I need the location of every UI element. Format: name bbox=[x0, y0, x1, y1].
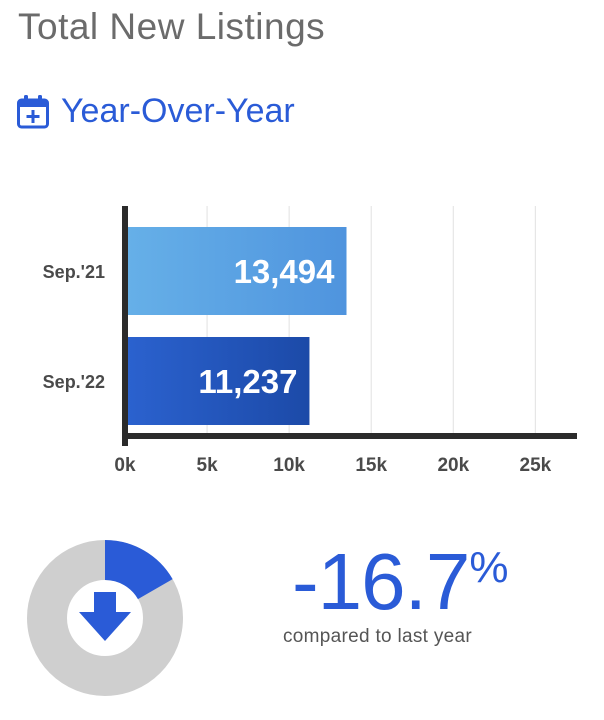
bar-value-label: 13,494 bbox=[234, 253, 336, 290]
change-percent: -16.7% bbox=[292, 542, 508, 622]
change-summary: -16.7% compared to last year bbox=[0, 520, 604, 720]
bar bbox=[125, 337, 310, 425]
section-title: Year-Over-Year bbox=[61, 92, 295, 130]
bar-value-label: 11,237 bbox=[198, 363, 297, 400]
calendar-plus-icon bbox=[16, 94, 50, 130]
category-label: Sep.'22 bbox=[43, 372, 105, 392]
compare-label: compared to last year bbox=[283, 626, 472, 647]
x-tick-label: 20k bbox=[437, 455, 469, 476]
x-tick-label: 25k bbox=[520, 455, 552, 476]
x-tick-label: 5k bbox=[197, 455, 219, 476]
down-arrow-icon bbox=[79, 592, 131, 641]
x-tick-label: 0k bbox=[114, 455, 136, 476]
page-title: Total New Listings bbox=[18, 6, 326, 47]
change-value: -16.7 bbox=[292, 537, 470, 626]
bar-chart: 13,494 Sep.'21 11,237 Sep.'22 0k 5k 10k 15k 20k 2… bbox=[43, 206, 577, 476]
x-tick-label: 15k bbox=[355, 455, 387, 476]
percent-sign: % bbox=[469, 543, 508, 592]
section-header: Year-Over-Year bbox=[16, 92, 295, 131]
change-donut bbox=[27, 540, 183, 696]
bar bbox=[125, 227, 347, 315]
donut-change-arc bbox=[104, 540, 173, 600]
x-tick-label: 10k bbox=[273, 455, 305, 476]
category-label: Sep.'21 bbox=[43, 262, 105, 282]
